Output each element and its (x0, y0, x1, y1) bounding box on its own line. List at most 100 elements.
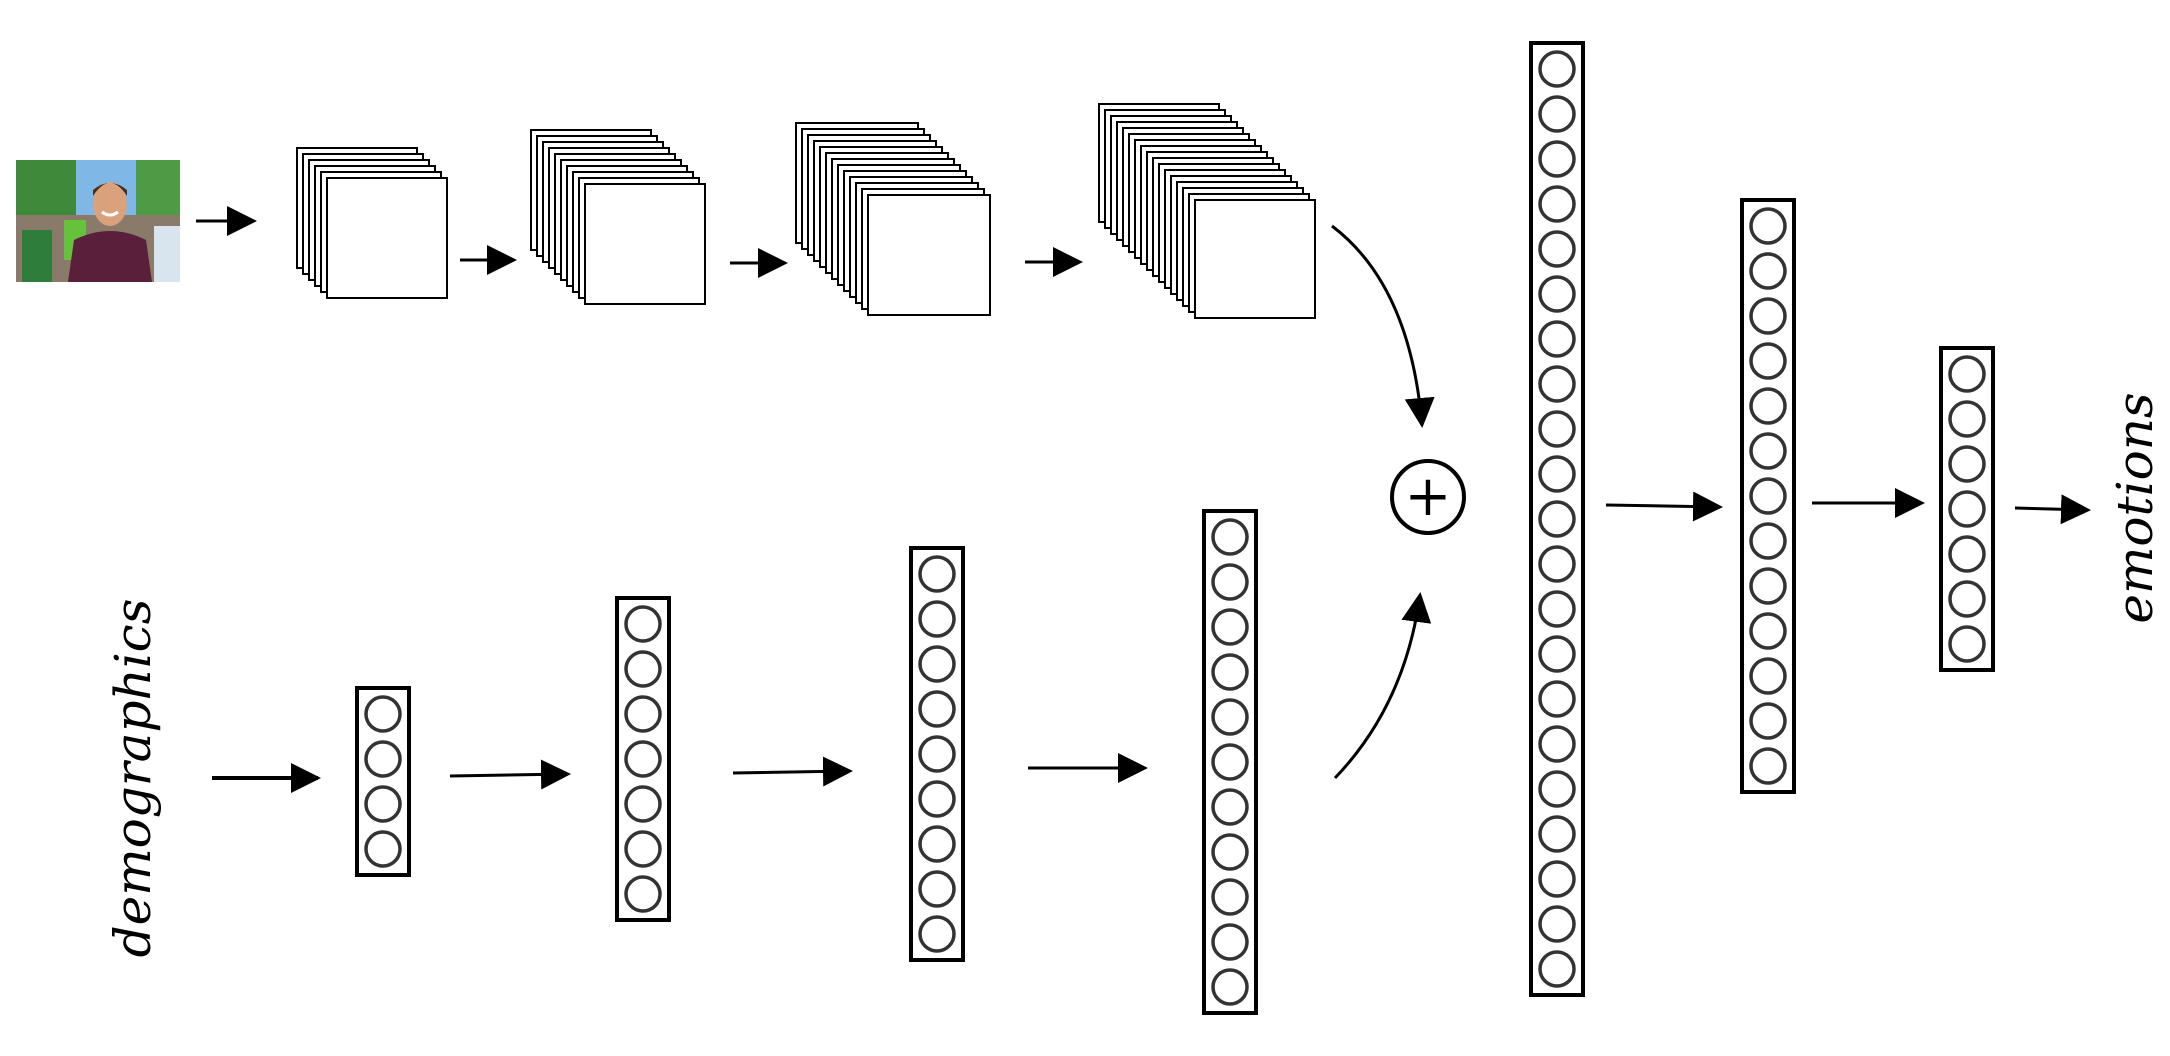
photo-face (93, 182, 127, 226)
photo-shirt (68, 231, 152, 282)
mlp-branch (355, 509, 1258, 1015)
neuron (1749, 567, 1787, 605)
neuron (1749, 702, 1787, 740)
neuron (1211, 608, 1249, 646)
neuron (1538, 230, 1576, 268)
cnn-branch (296, 103, 1316, 319)
neuron (624, 695, 662, 733)
neuron (1211, 653, 1249, 691)
neuron (1538, 635, 1576, 673)
neuron (1211, 518, 1249, 556)
neuron (1538, 950, 1576, 988)
neuron (624, 785, 662, 823)
neuron (1538, 590, 1576, 628)
neuron (1538, 140, 1576, 178)
neuron (1538, 860, 1576, 898)
neuron (918, 825, 956, 863)
dense-layer-1 (1529, 41, 1585, 997)
neuron (1538, 95, 1576, 133)
neuron (1538, 185, 1576, 223)
mlp-layer-3 (909, 546, 965, 962)
neuron (1538, 50, 1576, 88)
arrow-mlp2-to-mlp3 (732, 756, 853, 787)
neuron (1538, 725, 1576, 763)
feature-map-stack-3 (795, 122, 991, 316)
neuron (1948, 445, 1986, 483)
arrow-mlp1-to-mlp2 (449, 759, 571, 790)
neuron (1538, 545, 1576, 583)
neuron (1749, 387, 1787, 425)
feature-map-stack-4 (1098, 103, 1316, 319)
neuron (1211, 923, 1249, 961)
photo-foliage-right (136, 160, 180, 215)
connection-arrows (196, 206, 2091, 793)
neuron (1211, 743, 1249, 781)
neuron (1948, 625, 1986, 663)
neuron (918, 690, 956, 728)
neuron (364, 740, 402, 778)
feature-map (1194, 199, 1316, 319)
neuron (918, 555, 956, 593)
neuron (918, 600, 956, 638)
neuron (1538, 410, 1576, 448)
neuron (1749, 252, 1787, 290)
photo-runner-right (154, 226, 180, 282)
photo-runner-left (22, 230, 52, 282)
neuron (1749, 657, 1787, 695)
dense-layer-2 (1740, 198, 1796, 794)
neuron (624, 740, 662, 778)
neuron (364, 695, 402, 733)
neuron (1538, 770, 1576, 808)
input-photo (16, 160, 180, 282)
neuron (918, 870, 956, 908)
neuron (1948, 355, 1986, 393)
merge-circle (1390, 459, 1466, 535)
neuron (624, 830, 662, 868)
neuron (1538, 815, 1576, 853)
neuron (1211, 788, 1249, 826)
neuron (1749, 207, 1787, 245)
neuron (1211, 878, 1249, 916)
neuron (1538, 320, 1576, 358)
neuron (1538, 455, 1576, 493)
neuron (1749, 297, 1787, 335)
neuron (918, 735, 956, 773)
neuron (1749, 522, 1787, 560)
neuron (624, 650, 662, 688)
neuron (918, 645, 956, 683)
merge-operator: + (1390, 459, 1466, 535)
merged-branch (1529, 41, 1995, 997)
neuron (1538, 905, 1576, 943)
neuron (1948, 580, 1986, 618)
neuron (918, 915, 956, 953)
neuron (1749, 432, 1787, 470)
demographics-label: demographics (104, 599, 162, 958)
feature-map-stack-2 (530, 129, 706, 305)
neuron (1211, 968, 1249, 1006)
neuron (364, 785, 402, 823)
mlp-layer-4 (1202, 509, 1258, 1015)
neuron (1749, 477, 1787, 515)
arrow-dense3-to-output (2014, 494, 2091, 525)
neuron (1211, 833, 1249, 871)
feature-map (867, 194, 991, 316)
photo-foliage-left (16, 160, 76, 220)
merge-plus-symbol: + (1405, 464, 1452, 529)
neuron (624, 605, 662, 643)
neuron (1749, 612, 1787, 650)
neuron (1749, 747, 1787, 785)
neuron (1538, 680, 1576, 718)
neuron (624, 875, 662, 913)
mlp-layer-2 (615, 596, 671, 922)
dense-layer-3 (1939, 346, 1995, 672)
neuron (1948, 535, 1986, 573)
neuron (1538, 500, 1576, 538)
neuron (1211, 698, 1249, 736)
neuron (1948, 490, 1986, 528)
feature-map (584, 183, 706, 305)
photo-smile (101, 210, 119, 217)
curved-arrow-mlp-to-merge (1333, 592, 1432, 780)
curved-arrow-cnn-to-merge (1331, 224, 1435, 428)
photo-hair (93, 183, 127, 196)
